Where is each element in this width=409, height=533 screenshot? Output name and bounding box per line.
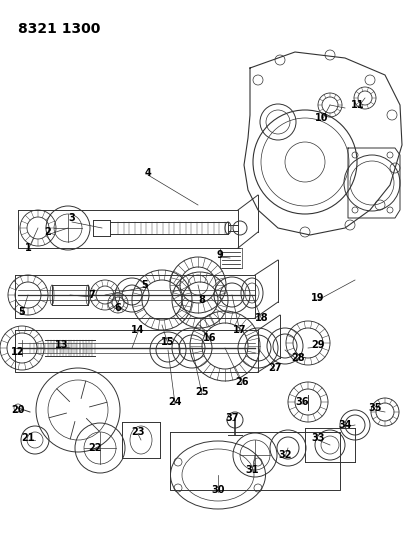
Text: 10: 10 bbox=[315, 113, 328, 123]
Text: 22: 22 bbox=[88, 443, 101, 453]
Text: 4: 4 bbox=[144, 168, 151, 178]
Text: 8321 1300: 8321 1300 bbox=[18, 22, 100, 36]
Text: 25: 25 bbox=[195, 387, 208, 397]
Text: 12: 12 bbox=[11, 347, 25, 357]
Text: 5: 5 bbox=[141, 280, 148, 290]
Text: 17: 17 bbox=[233, 325, 246, 335]
Text: 29: 29 bbox=[310, 340, 324, 350]
Text: 1: 1 bbox=[25, 243, 31, 253]
Text: 32: 32 bbox=[278, 450, 291, 460]
Text: 33: 33 bbox=[310, 433, 324, 443]
Text: 24: 24 bbox=[168, 397, 181, 407]
Text: 15: 15 bbox=[161, 337, 174, 347]
Text: 28: 28 bbox=[290, 353, 304, 363]
Text: 26: 26 bbox=[235, 377, 248, 387]
Text: 20: 20 bbox=[11, 405, 25, 415]
Text: 8: 8 bbox=[198, 295, 205, 305]
Text: 5: 5 bbox=[18, 307, 25, 317]
Text: 3: 3 bbox=[68, 213, 75, 223]
Text: 34: 34 bbox=[337, 420, 351, 430]
Text: 2: 2 bbox=[45, 227, 51, 237]
Text: 30: 30 bbox=[211, 485, 224, 495]
Text: 35: 35 bbox=[367, 403, 381, 413]
Text: 16: 16 bbox=[203, 333, 216, 343]
Text: 27: 27 bbox=[267, 363, 281, 373]
Text: 7: 7 bbox=[88, 290, 95, 300]
Text: 19: 19 bbox=[310, 293, 324, 303]
Text: 13: 13 bbox=[55, 340, 69, 350]
Text: 6: 6 bbox=[115, 303, 121, 313]
Text: 14: 14 bbox=[131, 325, 144, 335]
Text: 31: 31 bbox=[245, 465, 258, 475]
Text: 23: 23 bbox=[131, 427, 144, 437]
Text: 36: 36 bbox=[294, 397, 308, 407]
Text: 37: 37 bbox=[225, 413, 238, 423]
Text: 11: 11 bbox=[351, 100, 364, 110]
Text: 21: 21 bbox=[21, 433, 35, 443]
Text: 18: 18 bbox=[254, 313, 268, 323]
Text: 9: 9 bbox=[216, 250, 223, 260]
